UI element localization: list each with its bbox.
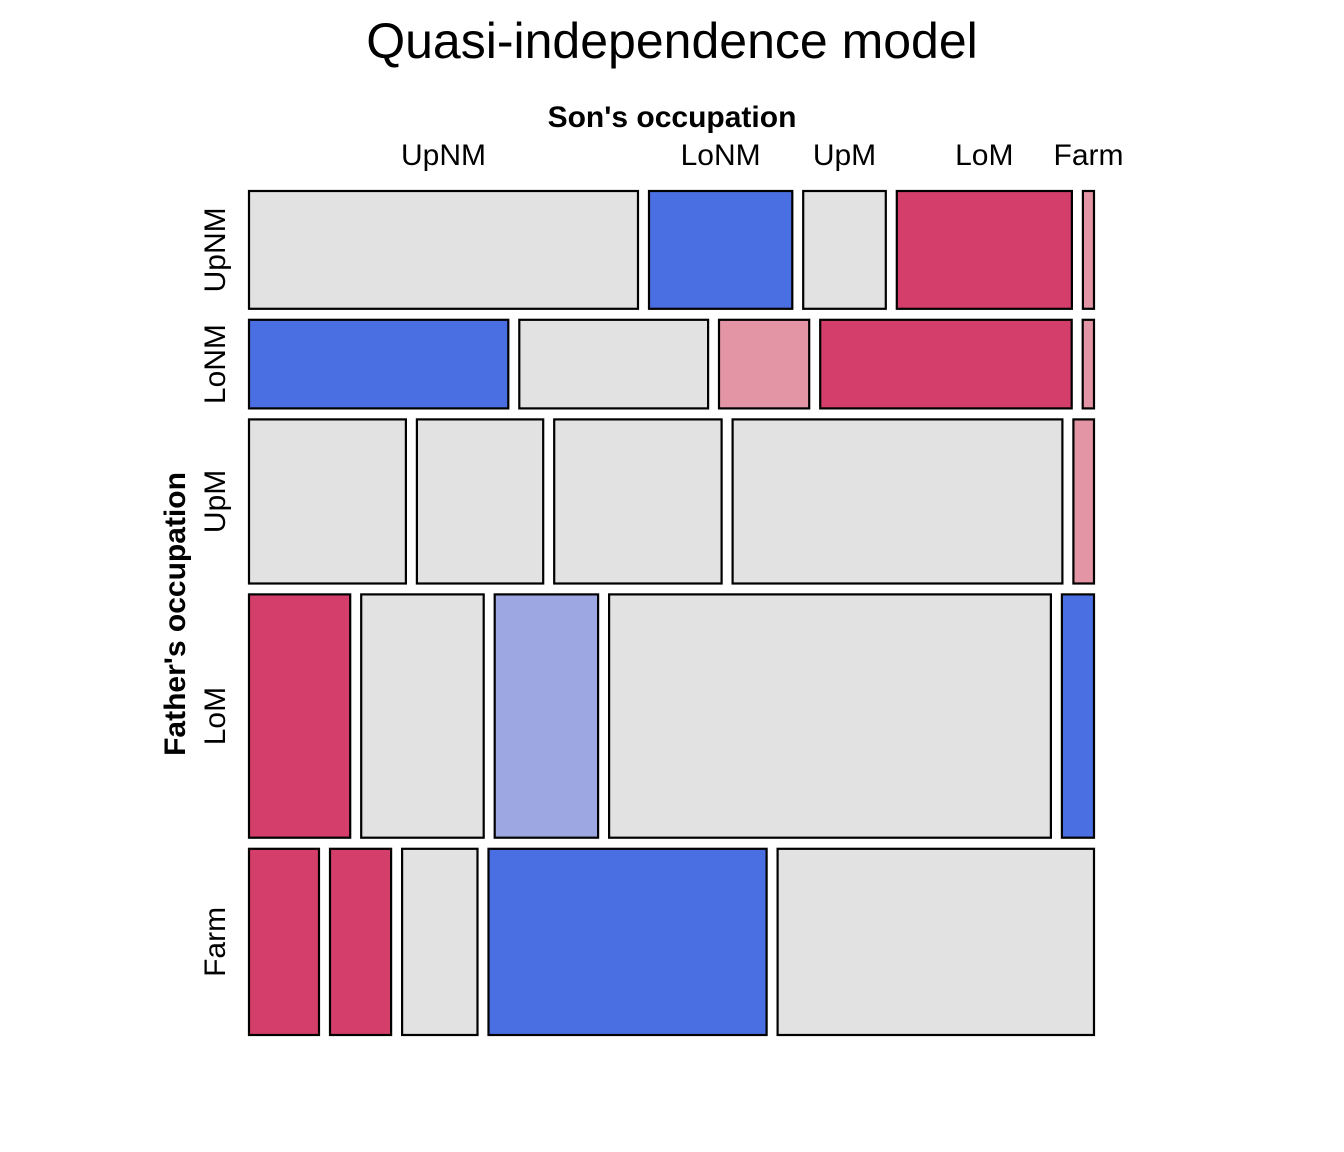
mosaic-cell-upnm-lonm [647, 189, 794, 310]
mosaic-cell-lom-upm [493, 593, 600, 839]
row-label-lom: LoM [199, 687, 232, 745]
mosaic-cell-lonm-farm [1081, 318, 1096, 410]
mosaic-cell-farm-upm [401, 847, 479, 1037]
mosaic-cell-farm-farm [776, 847, 1096, 1037]
mosaic-cells [247, 189, 1096, 1037]
mosaic-cell-farm-lonm [328, 847, 393, 1037]
mosaic-cell-upm-lonm [415, 418, 545, 585]
mosaic-cell-upnm-upnm [247, 189, 640, 310]
mosaic-cell-lom-upnm [247, 593, 352, 839]
mosaic-cell-lom-lom [607, 593, 1052, 839]
mosaic-cell-upnm-upm [802, 189, 887, 310]
row-label-lonm: LoNM [199, 324, 232, 404]
row-label-upm: UpM [199, 470, 232, 533]
x-axis-title: Son's occupation [548, 101, 797, 134]
mosaic-cell-lom-farm [1060, 593, 1096, 839]
column-label-lonm: LoNM [681, 139, 761, 172]
y-axis-title: Father's occupation [159, 472, 192, 756]
mosaic-cell-upm-farm [1072, 418, 1096, 585]
column-tick-labels: UpNM LoNM UpM LoM Farm [401, 139, 1124, 172]
column-label-farm: Farm [1054, 139, 1124, 172]
mosaic-cell-lom-lonm [360, 593, 485, 839]
mosaic-cell-lonm-upnm [247, 318, 510, 410]
mosaic-cell-upm-upm [553, 418, 723, 585]
column-label-upm: UpM [813, 139, 876, 172]
mosaic-cell-lonm-upm [717, 318, 811, 410]
chart-title: Quasi-independence model [366, 13, 978, 69]
column-label-upnm: UpNM [401, 139, 486, 172]
column-label-lom: LoM [955, 139, 1013, 172]
mosaic-cell-upnm-lom [895, 189, 1073, 310]
mosaic-cell-farm-upnm [247, 847, 321, 1037]
mosaic-cell-lonm-lom [819, 318, 1073, 410]
mosaic-cell-upm-lom [731, 418, 1064, 585]
row-label-farm: Farm [199, 907, 232, 977]
row-tick-labels: UpNM LoNM UpM LoM Farm [199, 207, 232, 977]
row-label-upnm: UpNM [199, 207, 232, 292]
mosaic-cell-upnm-farm [1081, 189, 1096, 310]
mosaic-cell-upm-upnm [247, 418, 407, 585]
mosaic-cell-lonm-lonm [518, 318, 710, 410]
mosaic-cell-farm-lom [487, 847, 768, 1037]
